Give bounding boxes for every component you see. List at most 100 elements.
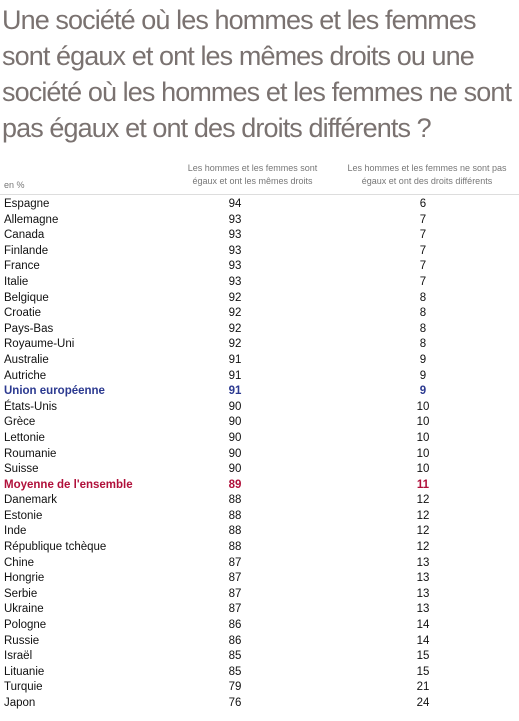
value-cell: 86 xyxy=(228,619,242,632)
table-row: Danemark 88 12 xyxy=(0,492,519,508)
table-row: Canada 93 7 xyxy=(0,227,519,243)
value-cell: 12 xyxy=(416,494,430,507)
value-cell: 76 xyxy=(228,697,242,709)
value-cell: 89 xyxy=(228,478,242,491)
unit-label: en % xyxy=(4,180,25,190)
country-cell: Turquie xyxy=(4,681,43,694)
value-cell: 7 xyxy=(419,213,427,226)
country-cell: Inde xyxy=(4,525,27,538)
value-cell: 94 xyxy=(228,198,242,210)
table-row: Israël 85 15 xyxy=(0,648,519,664)
table-row: Russie 86 14 xyxy=(0,633,519,649)
table-row: Belgique 92 8 xyxy=(0,290,519,306)
country-cell: Suisse xyxy=(4,463,39,476)
value-cell: 93 xyxy=(228,244,242,257)
country-cell: Belgique xyxy=(4,291,49,304)
country-cell: Roumanie xyxy=(4,447,57,460)
value-cell: 9 xyxy=(419,385,427,398)
country-cell: Pays-Bas xyxy=(4,322,54,335)
value-cell: 88 xyxy=(228,494,242,507)
value-cell: 92 xyxy=(228,338,242,351)
value-cell: 8 xyxy=(419,307,427,320)
value-cell: 9 xyxy=(419,353,427,366)
table-row: Chine 87 13 xyxy=(0,555,519,571)
table-row: Allemagne 93 7 xyxy=(0,212,519,228)
value-cell: 87 xyxy=(228,572,242,585)
country-cell: Pologne xyxy=(4,619,47,632)
value-cell: 15 xyxy=(416,650,430,663)
value-cell: 91 xyxy=(228,385,242,398)
table-row: Pologne 86 14 xyxy=(0,617,519,633)
table-row: Suisse 90 10 xyxy=(0,461,519,477)
value-cell: 8 xyxy=(419,338,427,351)
value-cell: 10 xyxy=(416,400,430,413)
value-cell: 7 xyxy=(419,244,427,257)
table-row: Union européenne 91 9 xyxy=(0,383,519,399)
table-row: Croatie 92 8 xyxy=(0,305,519,321)
value-cell: 90 xyxy=(228,416,242,429)
value-cell: 14 xyxy=(416,619,430,632)
table-row: Turquie 79 21 xyxy=(0,679,519,695)
value-cell: 90 xyxy=(228,463,242,476)
value-cell: 90 xyxy=(228,400,242,413)
table-row: Italie 93 7 xyxy=(0,274,519,290)
country-cell: Lettonie xyxy=(4,431,45,444)
table-row: Hongrie 87 13 xyxy=(0,570,519,586)
value-cell: 92 xyxy=(228,322,242,335)
value-cell: 12 xyxy=(416,541,430,554)
country-cell: Estonie xyxy=(4,509,43,522)
table-row: République tchèque 88 12 xyxy=(0,539,519,555)
table-row: Japon 76 24 xyxy=(0,695,519,711)
value-cell: 24 xyxy=(416,697,430,709)
value-cell: 8 xyxy=(419,291,427,304)
value-cell: 86 xyxy=(228,634,242,647)
value-cell: 85 xyxy=(228,650,242,663)
table-row: Finlande 93 7 xyxy=(0,243,519,259)
country-cell: Royaume-Uni xyxy=(4,338,75,351)
country-cell: Grèce xyxy=(4,416,36,429)
value-cell: 10 xyxy=(416,463,430,476)
value-cell: 93 xyxy=(228,213,242,226)
table-row: Espagne 94 6 xyxy=(0,196,519,212)
country-cell: Danemark xyxy=(4,494,58,507)
table-row: France 93 7 xyxy=(0,258,519,274)
value-cell: 92 xyxy=(228,291,242,304)
value-cell: 21 xyxy=(416,681,430,694)
table-row: Estonie 88 12 xyxy=(0,508,519,524)
title: Une société où les hommes et les femmes … xyxy=(2,5,512,143)
country-cell: Espagne xyxy=(4,198,50,210)
value-cell: 92 xyxy=(228,307,242,320)
country-cell: Russie xyxy=(4,634,40,647)
value-cell: 7 xyxy=(419,275,427,288)
value-cell: 13 xyxy=(416,572,430,585)
country-cell: France xyxy=(4,260,40,273)
divider xyxy=(0,194,519,195)
table-row: Lettonie 90 10 xyxy=(0,430,519,446)
table-row: Lituanie 85 15 xyxy=(0,664,519,680)
table-row: Grèce 90 10 xyxy=(0,414,519,430)
country-cell: Croatie xyxy=(4,307,42,320)
value-cell: 13 xyxy=(416,603,430,616)
value-cell: 8 xyxy=(419,322,427,335)
column-header: Les hommes et les femmes ne sont pas éga… xyxy=(347,163,507,186)
country-cell: Ukraine xyxy=(4,603,44,616)
table-row: Australie 91 9 xyxy=(0,352,519,368)
value-cell: 87 xyxy=(228,603,242,616)
value-cell: 88 xyxy=(228,509,242,522)
value-cell: 10 xyxy=(416,416,430,429)
table-body: Espagne 94 6 Allemagne 93 7 Canada 93 7 Finlande 9… xyxy=(0,196,519,711)
table-row: Moyenne de l'ensemble 89 11 xyxy=(0,477,519,493)
country-cell: Autriche xyxy=(4,369,47,382)
table-row: Pays-Bas 92 8 xyxy=(0,321,519,337)
value-cell: 12 xyxy=(416,509,430,522)
table-row: Ukraine 87 13 xyxy=(0,601,519,617)
value-cell: 13 xyxy=(416,587,430,600)
value-cell: 10 xyxy=(416,431,430,444)
value-cell: 79 xyxy=(228,681,242,694)
country-cell: Hongrie xyxy=(4,572,45,585)
value-cell: 87 xyxy=(228,556,242,569)
country-cell: Lituanie xyxy=(4,665,45,678)
country-cell: États-Unis xyxy=(4,400,58,413)
value-cell: 9 xyxy=(419,369,427,382)
